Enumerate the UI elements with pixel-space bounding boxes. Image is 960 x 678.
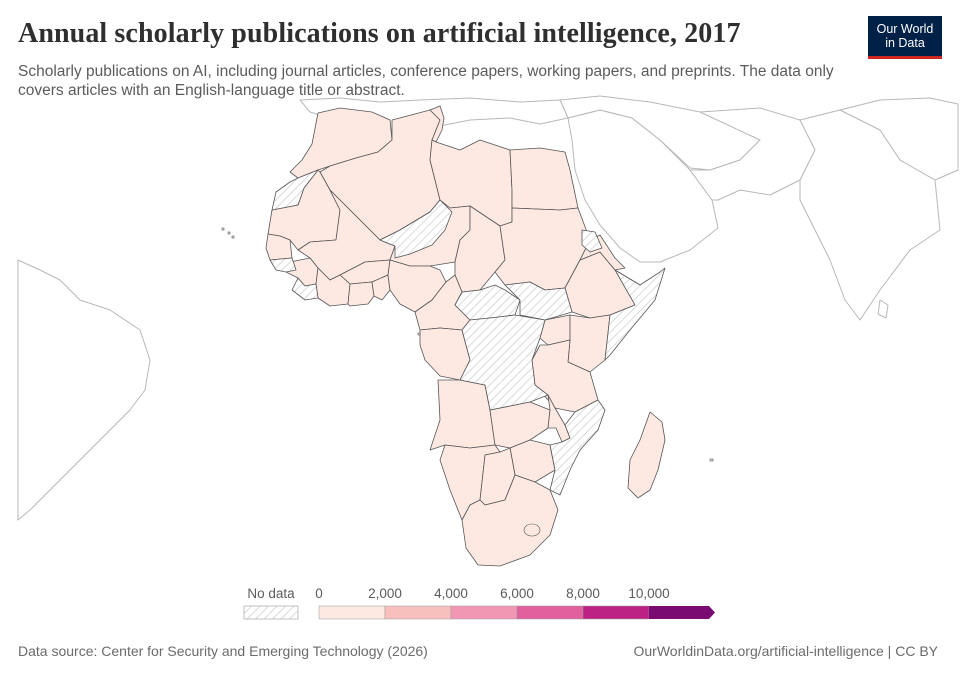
island-cape-verde-3 — [231, 235, 235, 239]
logo-line-1: Our World — [876, 22, 934, 36]
legend-tick-label: 0 — [315, 586, 323, 601]
country-ghana — [347, 281, 375, 307]
country-angola — [429, 379, 496, 451]
legend-color-bins — [318, 605, 715, 620]
country-kenya — [567, 314, 611, 373]
credit-link[interactable]: OurWorldinData.org/artificial-intelligen… — [633, 643, 939, 659]
owid-logo[interactable]: Our World in Data — [868, 16, 942, 59]
legend-tick-label: 8,000 — [566, 586, 600, 601]
legend-no-data-label: No data — [247, 586, 295, 601]
island-sao-tome — [417, 332, 421, 336]
south-america-outline — [17, 259, 151, 521]
chart-subtitle: Scholarly publications on AI, including … — [18, 63, 834, 99]
legend-no-data-swatch — [243, 605, 299, 620]
country-eswatini — [523, 523, 541, 537]
sri-lanka-outline — [877, 299, 889, 319]
country-south-sudan — [504, 281, 573, 321]
outside-region-outlines — [17, 95, 959, 521]
country-togo-benin — [371, 274, 391, 301]
island-cape-verde-2 — [227, 231, 231, 235]
country-zambia — [489, 401, 551, 449]
legend-tick-label: 6,000 — [500, 586, 534, 601]
country-western-sahara — [271, 169, 319, 211]
legend-bin-3 — [516, 605, 584, 620]
country-central-african-republic — [454, 284, 521, 321]
country-somalia — [604, 267, 666, 361]
country-drc — [459, 314, 549, 411]
south-asia-north-outline — [839, 97, 959, 181]
data-source: Data source: Center for Security and Eme… — [18, 643, 428, 659]
legend-tick-labels: 0 2,000 4,000 6,000 8,000 10,000 — [315, 586, 669, 601]
legend-bin-open — [649, 606, 715, 619]
country-sahel-strip — [581, 229, 603, 253]
logo-line-2: in Data — [885, 36, 925, 50]
country-sierra-leone-liberia — [291, 277, 319, 301]
legend-tick-label: 2,000 — [368, 586, 402, 601]
legend-tick-label: 4,000 — [434, 586, 468, 601]
chart-title: Annual scholarly publications on artific… — [18, 18, 741, 49]
country-gabon-congo — [419, 327, 471, 381]
no-data-countries[interactable] — [269, 169, 666, 496]
country-egypt — [509, 147, 579, 211]
island-cape-verde-1 — [221, 227, 225, 231]
small-islands — [221, 227, 714, 537]
legend-bin-0 — [318, 605, 386, 620]
country-mali-north — [379, 199, 453, 259]
island-mauritius — [709, 458, 714, 462]
country-tunisia — [429, 105, 445, 143]
country-mozambique — [549, 399, 606, 496]
legend-tick-label: 10,000 — [628, 586, 669, 601]
country-guinea-bissau-gambia — [269, 257, 297, 273]
legend-bin-1 — [384, 605, 452, 620]
legend-bin-2 — [450, 605, 518, 620]
africa-countries[interactable] — [265, 105, 666, 567]
legend: No data 0 2,000 4,000 6,000 8,000 10,000 — [243, 586, 715, 620]
country-madagascar — [627, 411, 666, 499]
legend-bin-4 — [582, 605, 650, 620]
